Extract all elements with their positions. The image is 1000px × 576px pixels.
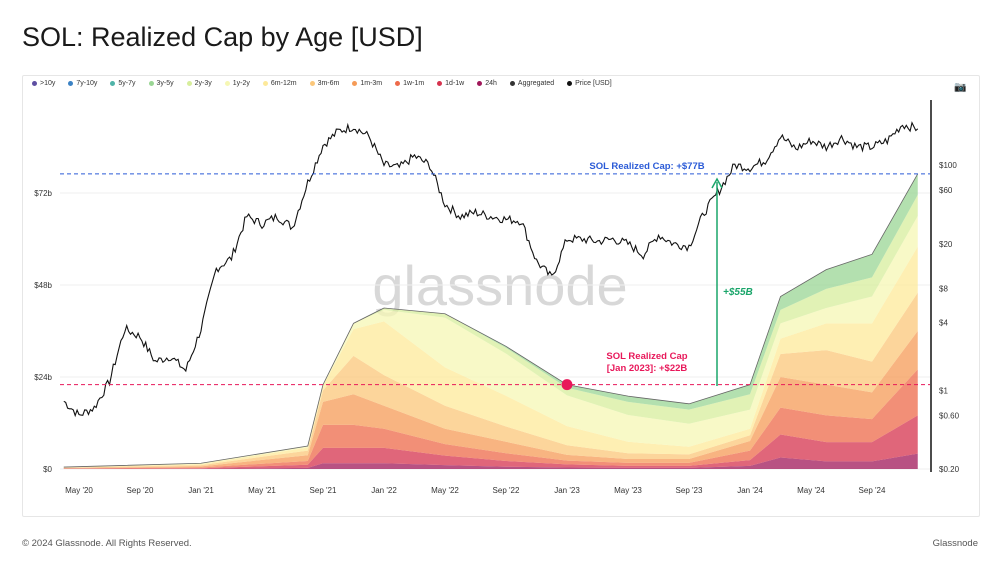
area-1m-3m [63, 331, 918, 469]
legend-label: 1w-1m [403, 80, 425, 87]
chart-card [22, 75, 980, 517]
legend-dot [437, 81, 443, 86]
annotation-77b: SOL Realized Cap: +$77B [589, 161, 704, 172]
x-tick: May '20 [65, 486, 93, 495]
legend-item[interactable]: 2y-3y [186, 80, 212, 87]
legend-dot [32, 81, 37, 86]
legend-dot [352, 81, 358, 86]
jan-2023-marker [561, 379, 573, 391]
footer-brand: Glassnode [932, 538, 978, 549]
y-right-tick: $60 [939, 186, 953, 195]
y-right-tick: $8 [939, 285, 948, 294]
legend-dot [262, 81, 268, 86]
annotation-55b: +$55B [723, 287, 753, 298]
footer-copyright: © 2024 Glassnode. All Rights Reserved. [22, 538, 192, 549]
legend-dot [395, 81, 401, 86]
legend-label: 7y-10y [76, 80, 98, 87]
legend-item[interactable]: >10y [32, 80, 55, 87]
x-tick: May '23 [614, 486, 642, 495]
legend-item[interactable]: 7y-10y [68, 80, 97, 87]
y-right-tick: $0.60 [939, 411, 960, 420]
legend-dot [68, 81, 74, 86]
price-line [63, 121, 919, 418]
legend-dot [477, 81, 483, 86]
legend-dot [186, 81, 192, 86]
legend-dot [148, 81, 154, 86]
x-tick: Jan '23 [554, 486, 580, 495]
annotation-22b-line1: SOL Realized Cap [606, 351, 687, 362]
aggregated-line [63, 173, 919, 468]
legend-dot [567, 81, 573, 86]
y-left-tick: $0 [43, 465, 52, 474]
x-tick: Sep '20 [127, 486, 154, 495]
legend-item[interactable]: 24h [477, 80, 497, 87]
legend-dot [509, 81, 515, 86]
legend-label: Price [USD] [575, 80, 612, 87]
y-left-tick: $24b [34, 373, 52, 382]
legend-dot [309, 81, 315, 86]
y-right-tick: $20 [939, 240, 953, 249]
x-tick: Jan '24 [737, 486, 763, 495]
legend-item[interactable]: 1y-2y [224, 80, 250, 87]
legend-label: 1m-3m [360, 80, 383, 87]
legend-label: 1d-1w [445, 80, 465, 87]
annotation-22b-line2: [Jan 2023]: +$22B [607, 363, 688, 374]
legend-label: 3y-5y [156, 80, 174, 87]
legend-label: Aggregated [517, 80, 555, 87]
area-3m-6m [63, 292, 918, 469]
arrow-head-icon [711, 177, 723, 189]
x-tick: Jan '21 [188, 486, 214, 495]
legend-item[interactable]: Price [USD] [567, 80, 612, 87]
legend-label: 2y-3y [194, 80, 212, 87]
legend-label: 1y-2y [232, 80, 250, 87]
legend-item[interactable]: 1w-1m [395, 80, 424, 87]
legend-item[interactable]: 6m-12m [262, 80, 297, 87]
x-tick: Sep '21 [310, 486, 337, 495]
legend-dot [110, 81, 116, 86]
chart-legend: >10y 7y-10y 5y-7y 3y-5y 2y-3y 1y-2y 6m-12m 3m-6… [32, 80, 612, 87]
x-tick: Jan '22 [371, 486, 397, 495]
x-tick: Sep '24 [859, 486, 886, 495]
y-left-tick: $48b [34, 281, 52, 290]
legend-item[interactable]: Aggregated [509, 80, 555, 87]
x-tick: Sep '23 [676, 486, 703, 495]
x-tick: May '21 [248, 486, 276, 495]
y-right-tick: $4 [939, 319, 948, 328]
x-tick: Sep '22 [493, 486, 520, 495]
y-right-tick: $1 [939, 386, 948, 395]
legend-label: 6m-12m [270, 80, 297, 87]
legend-item[interactable]: 3m-6m [309, 80, 340, 87]
legend-label: 24h [485, 80, 497, 87]
y-right-tick: $100 [939, 161, 957, 170]
legend-item[interactable]: 5y-7y [110, 80, 136, 87]
camera-icon[interactable]: 📷 [954, 82, 967, 93]
x-tick: May '24 [797, 486, 825, 495]
legend-dot [224, 81, 230, 86]
y-right-tick: $0.20 [939, 465, 960, 474]
x-tick: May '22 [431, 486, 459, 495]
area-24h [63, 453, 918, 469]
legend-label: 3m-6m [317, 80, 340, 87]
y-left-tick: $72b [34, 189, 52, 198]
page-title: SOL: Realized Cap by Age [USD] [22, 22, 423, 52]
legend-item[interactable]: 1d-1w [437, 80, 464, 87]
legend-label: >10y [40, 80, 56, 87]
legend-label: 5y-7y [118, 80, 136, 87]
legend-item[interactable]: 1m-3m [352, 80, 382, 87]
legend-item[interactable]: 3y-5y [148, 80, 174, 87]
